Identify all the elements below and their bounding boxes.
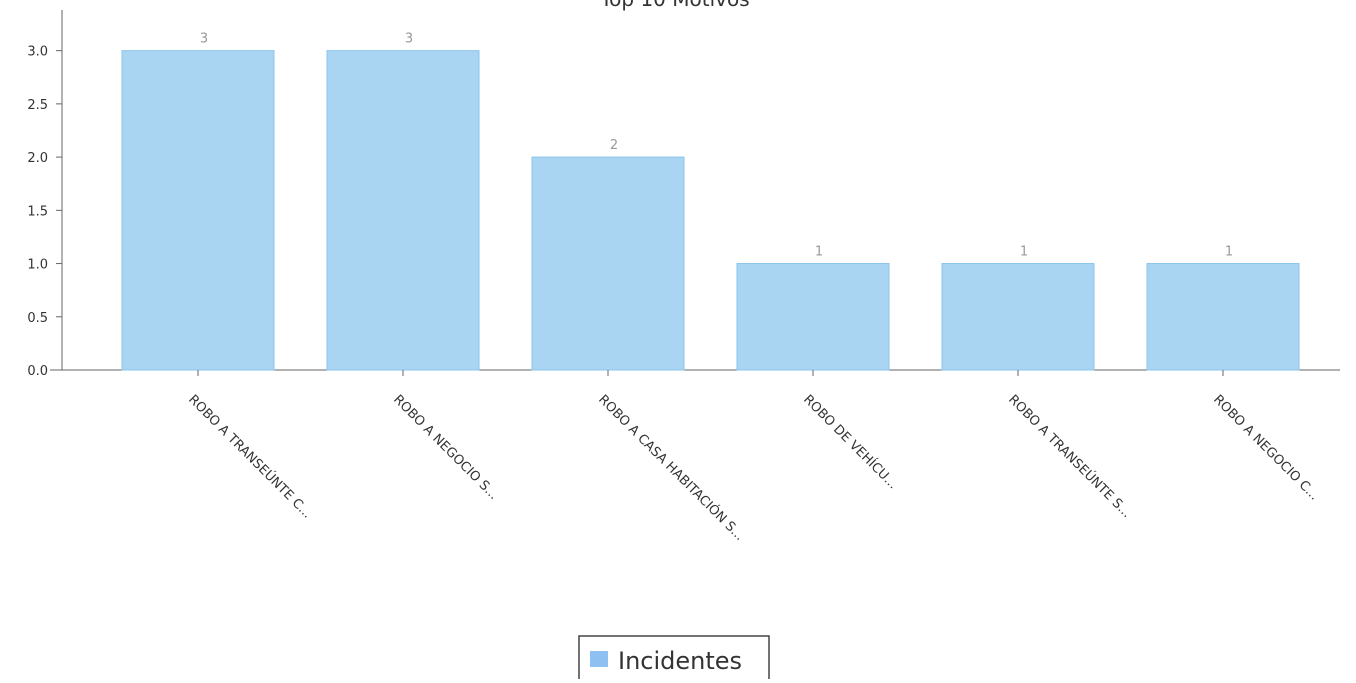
data-label: 2 — [610, 138, 618, 153]
y-tick-label: 2.0 — [27, 151, 48, 166]
bar — [736, 263, 890, 371]
y-tick-label: 0.5 — [27, 311, 48, 326]
bar — [941, 263, 1095, 371]
legend[interactable]: Incidentes — [578, 635, 770, 683]
x-tick-label: ROBO A TRANSEÚNTE S... — [1005, 392, 1134, 521]
plot-area: 0.0 0.5 1.0 1.5 2.0 2.5 3.0 3 ROBO A TRANSEÚNTE … — [27, 10, 1340, 544]
y-tick-label: 0.0 — [27, 364, 48, 379]
y-tick-label: 2.5 — [27, 98, 48, 113]
data-label: 3 — [405, 32, 413, 47]
x-tick-label: ROBO A NEGOCIO S... — [390, 392, 501, 503]
legend-label: Incidentes — [618, 647, 742, 675]
x-tick-label: ROBO A NEGOCIO C... — [1210, 392, 1321, 503]
y-tick-label: 3.0 — [27, 45, 48, 60]
data-label: 3 — [200, 32, 208, 47]
x-tick-label: ROBO A TRANSEÚNTE C... — [185, 392, 315, 522]
legend-swatch — [590, 651, 608, 667]
bar — [1146, 263, 1300, 371]
bar — [121, 50, 275, 371]
data-label: 1 — [1020, 245, 1028, 260]
bar — [326, 50, 480, 371]
data-label: 1 — [815, 245, 823, 260]
chart-title: Top 10 Motivos — [599, 0, 749, 11]
y-tick-label: 1.5 — [27, 204, 48, 219]
legend-box — [578, 635, 770, 683]
data-label: 1 — [1225, 245, 1233, 260]
y-tick-label: 1.0 — [27, 258, 48, 273]
x-tick-label: ROBO DE VEHÍCU... — [800, 392, 901, 493]
bar — [531, 156, 685, 371]
x-tick-label: ROBO A CASA HABITACIÓN S... — [595, 392, 747, 544]
